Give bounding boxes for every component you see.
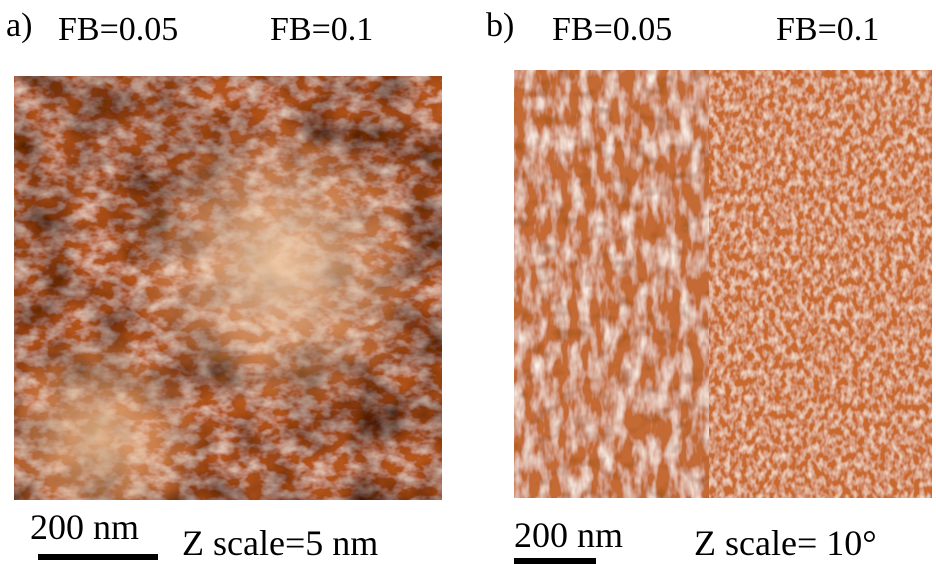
panel-b-scale-bar-label: 200 nm [514, 515, 624, 555]
panel-a-left-condition: FB=0.05 [58, 11, 179, 48]
panel-a-scale-bar [38, 554, 158, 560]
panel-b-label: b) [486, 7, 515, 44]
panel-a-right-condition: FB=0.1 [270, 11, 374, 48]
afm-height-image-svg [14, 76, 442, 500]
panel-b-scale-bar [514, 558, 596, 564]
afm-phase-image-svg [514, 70, 932, 498]
panel-b-right-condition: FB=0.1 [776, 11, 880, 48]
afm-height-image [14, 76, 442, 500]
panel-a-scale-bar-label: 200 nm [30, 507, 140, 547]
panel-b-z-scale: Z scale= 10° [694, 523, 877, 563]
panel-a-label: a) [6, 7, 33, 44]
panel-b-left-condition: FB=0.05 [552, 11, 673, 48]
panel-a-z-scale: Z scale=5 nm [182, 523, 379, 563]
afm-phase-image [514, 70, 932, 498]
